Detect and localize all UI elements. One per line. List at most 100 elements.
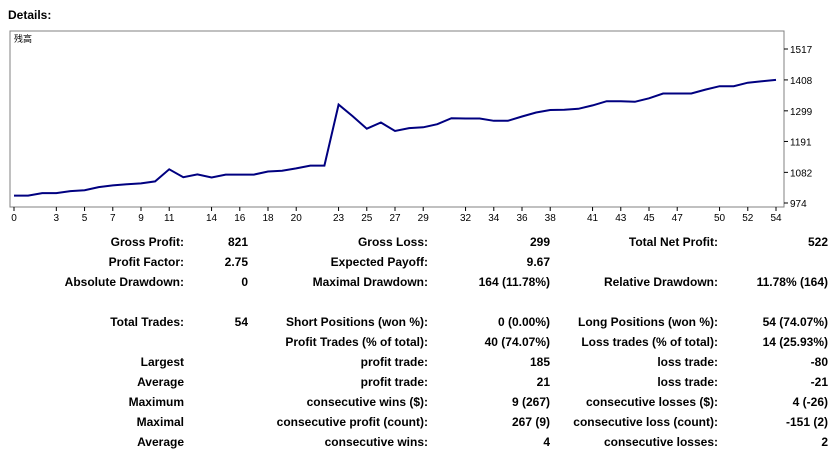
- stats-cell-c3: consecutive profit (count):: [276, 415, 428, 429]
- x-tick-label: 38: [545, 213, 557, 224]
- stats-cell-c5: loss trade:: [657, 355, 718, 369]
- stats-cell-c1: Maximal: [136, 415, 184, 429]
- x-tick-label: 32: [460, 213, 472, 224]
- plot-area: [9, 30, 785, 208]
- x-tick-label: 29: [418, 213, 430, 224]
- stats-cell-c1: Maximum: [128, 395, 184, 409]
- stats-cell-c6: -80: [810, 355, 828, 369]
- stats-cell-c3: Profit Trades (% of total):: [285, 335, 428, 349]
- stats-cell-c1: Absolute Drawdown:: [64, 275, 184, 289]
- stats-cell-c6: 2: [821, 435, 828, 449]
- stats-row: [0, 292, 840, 312]
- x-tick-label: 3: [54, 213, 60, 224]
- x-tick-label: 27: [389, 213, 401, 224]
- stats-cell-c6: -21: [810, 375, 828, 389]
- x-tick-label: 52: [742, 213, 754, 224]
- stats-cell-c2: 0: [241, 275, 248, 289]
- stats-cell-c1: Total Trades:: [110, 315, 184, 329]
- y-tick-label: 974: [790, 199, 807, 210]
- x-tick-label: 0: [11, 213, 17, 224]
- y-tick-label: 1082: [790, 168, 813, 179]
- stats-cell-c6: 522: [807, 235, 828, 249]
- stats-cell-c3: profit trade:: [360, 375, 428, 389]
- y-axis: 1517 1408 1299 1191 1082 974: [784, 45, 813, 210]
- x-tick-label: 14: [206, 213, 218, 224]
- x-tick-label: 11: [164, 213, 175, 224]
- stats-cell-c1: Gross Profit:: [110, 235, 184, 249]
- chart-corner-label: 残高: [14, 33, 32, 45]
- stats-row: Gross Profit: 821 Gross Loss: 299 Total Net …: [0, 232, 840, 252]
- stats-cell-c6: 4 (-26): [792, 395, 828, 409]
- x-tick-label: 16: [234, 213, 246, 224]
- stats-cell-c4: 40 (74.07%): [484, 335, 550, 349]
- stats-cell-c3: Expected Payoff:: [330, 255, 428, 269]
- stats-cell-c4: 267 (9): [511, 415, 550, 429]
- x-tick-label: 7: [110, 213, 116, 224]
- details-title: Details:: [8, 8, 52, 22]
- stats-cell-c1: Profit Factor:: [108, 255, 184, 269]
- stats-cell-c1: Largest: [140, 355, 184, 369]
- stats-cell-c3: Maximal Drawdown:: [312, 275, 428, 289]
- stats-cell-c4: 4: [543, 435, 550, 449]
- stats-cell-c6: -151 (2): [785, 415, 828, 429]
- stats-row: Average consecutive wins: 4 consecutive los…: [0, 432, 840, 452]
- x-tick-label: 50: [714, 213, 726, 224]
- stats-cell-c3: profit trade:: [360, 355, 428, 369]
- stats-row: Profit Factor: 2.75 Expected Payoff: 9.67: [0, 252, 840, 272]
- stats-cell-c3: consecutive wins:: [324, 435, 428, 449]
- stats-cell-c5: Loss trades (% of total):: [581, 335, 718, 349]
- stats-cell-c4: 9 (267): [511, 395, 550, 409]
- stats-row: Total Trades: 54 Short Positions (won %): 0…: [0, 312, 840, 332]
- x-tick-label: 54: [770, 213, 782, 224]
- stats-cell-c2: 54: [234, 315, 248, 329]
- balance-chart: 残高 1517 1408 1299 1191 1082 974 0 3 5 7 9 11 14 16 18…: [9, 30, 813, 224]
- y-tick-label: 1299: [790, 107, 813, 118]
- x-tick-label: 18: [262, 213, 274, 224]
- x-tick-label: 43: [615, 213, 627, 224]
- y-tick-label: 1408: [790, 76, 813, 87]
- y-tick-label: 1517: [790, 45, 813, 56]
- stats-cell-c4: 0 (0.00%): [497, 315, 550, 329]
- stats-cell-c5: Total Net Profit:: [628, 235, 718, 249]
- stats-cell-c5: Long Positions (won %):: [578, 315, 718, 329]
- stats-cell-c4: 9.67: [526, 255, 550, 269]
- stats-cell-c1: Average: [137, 375, 184, 389]
- stats-cell-c1: Average: [137, 435, 184, 449]
- x-tick-label: 47: [672, 213, 684, 224]
- x-tick-label: 34: [488, 213, 500, 224]
- stats-cell-c2: 2.75: [224, 255, 248, 269]
- stats-row: Profit Trades (% of total): 40 (74.07%) Lo…: [0, 332, 840, 352]
- x-tick-label: 9: [138, 213, 144, 224]
- stats-cell-c4: 164 (11.78%): [478, 275, 550, 289]
- stats-cell-c3: consecutive wins ($):: [306, 395, 428, 409]
- stats-cell-c2: 821: [227, 235, 248, 249]
- stats-cell-c5: consecutive losses:: [603, 435, 718, 449]
- balance-line: [14, 78, 777, 197]
- stats-cell-c3: Short Positions (won %):: [286, 315, 428, 329]
- stats-cell-c4: 21: [536, 375, 550, 389]
- stats-row: Largest profit trade: 185 loss trade: -80: [0, 352, 840, 372]
- stats-row: Absolute Drawdown: 0 Maximal Drawdown: 164 …: [0, 272, 840, 292]
- stats-cell-c5: consecutive losses ($):: [585, 395, 718, 409]
- stats-row: Average profit trade: 21 loss trade: -21: [0, 372, 840, 392]
- stats-row: Maximum consecutive wins ($): 9 (267) conse…: [0, 392, 840, 412]
- stats-cell-c5: loss trade:: [657, 375, 718, 389]
- x-tick-label: 23: [333, 213, 345, 224]
- stats-cell-c4: 299: [529, 235, 550, 249]
- x-tick-label: 36: [516, 213, 528, 224]
- y-tick-label: 1191: [790, 137, 812, 148]
- x-axis: 0 3 5 7 9 11 14 16 18 20 23 25 27 29 32 34 36 38 41 43 45 47 5…: [11, 207, 782, 224]
- x-tick-label: 25: [361, 213, 373, 224]
- stats-cell-c3: Gross Loss:: [357, 235, 428, 249]
- stats-cell-c4: 185: [529, 355, 550, 369]
- stats-row: Maximal consecutive profit (count): 267 (9…: [0, 412, 840, 432]
- x-tick-label: 41: [587, 213, 599, 224]
- stats-cell-c6: 14 (25.93%): [762, 335, 828, 349]
- stats-cell-c6: 54 (74.07%): [762, 315, 828, 329]
- x-tick-label: 45: [643, 213, 655, 224]
- stats-cell-c6: 11.78% (164): [756, 275, 828, 289]
- x-tick-label: 5: [82, 213, 88, 224]
- stats-cell-c5: consecutive loss (count):: [573, 415, 718, 429]
- stats-cell-c5: Relative Drawdown:: [603, 275, 718, 289]
- x-tick-label: 20: [291, 213, 303, 224]
